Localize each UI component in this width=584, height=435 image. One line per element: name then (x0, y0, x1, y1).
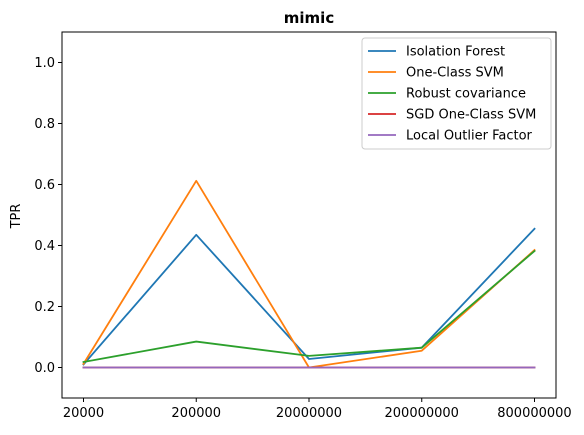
x-tick-label: 200000000 (385, 406, 459, 421)
series-line-2 (82, 249, 536, 364)
y-axis: 0.0 0.2 0.4 0.6 0.8 1.0 (34, 56, 62, 376)
y-tick-label: 1.0 (34, 56, 55, 71)
x-tick-label: 800000000 (497, 406, 571, 421)
y-tick-label: 0.0 (34, 361, 55, 376)
x-tick-label: 200000 (171, 406, 221, 421)
legend-label: One-Class SVM (406, 66, 504, 81)
legend: Isolation Forest One-Class SVM Robust cova… (361, 37, 552, 150)
y-tick-label: 0.8 (34, 117, 55, 132)
legend-label: Isolation Forest (406, 45, 505, 60)
legend-label: Local Outlier Factor (406, 129, 533, 144)
chart-title: mimic (284, 9, 334, 27)
legend-box (361, 37, 552, 150)
series-lines (82, 179, 536, 369)
x-tick-label: 20000000 (276, 406, 342, 421)
y-tick-label: 0.6 (34, 178, 55, 193)
legend-label: SGD One-Class SVM (406, 108, 536, 123)
x-axis: 20000 200000 20000000 200000000 800000000 (63, 398, 572, 421)
y-tick-label: 0.2 (34, 300, 55, 315)
y-tick-label: 0.4 (34, 239, 55, 254)
series-line-1 (82, 179, 536, 369)
legend-label: Robust covariance (406, 87, 526, 102)
y-axis-label: TPR (9, 204, 24, 230)
x-tick-label: 20000 (63, 406, 104, 421)
series-line-0 (82, 227, 536, 366)
